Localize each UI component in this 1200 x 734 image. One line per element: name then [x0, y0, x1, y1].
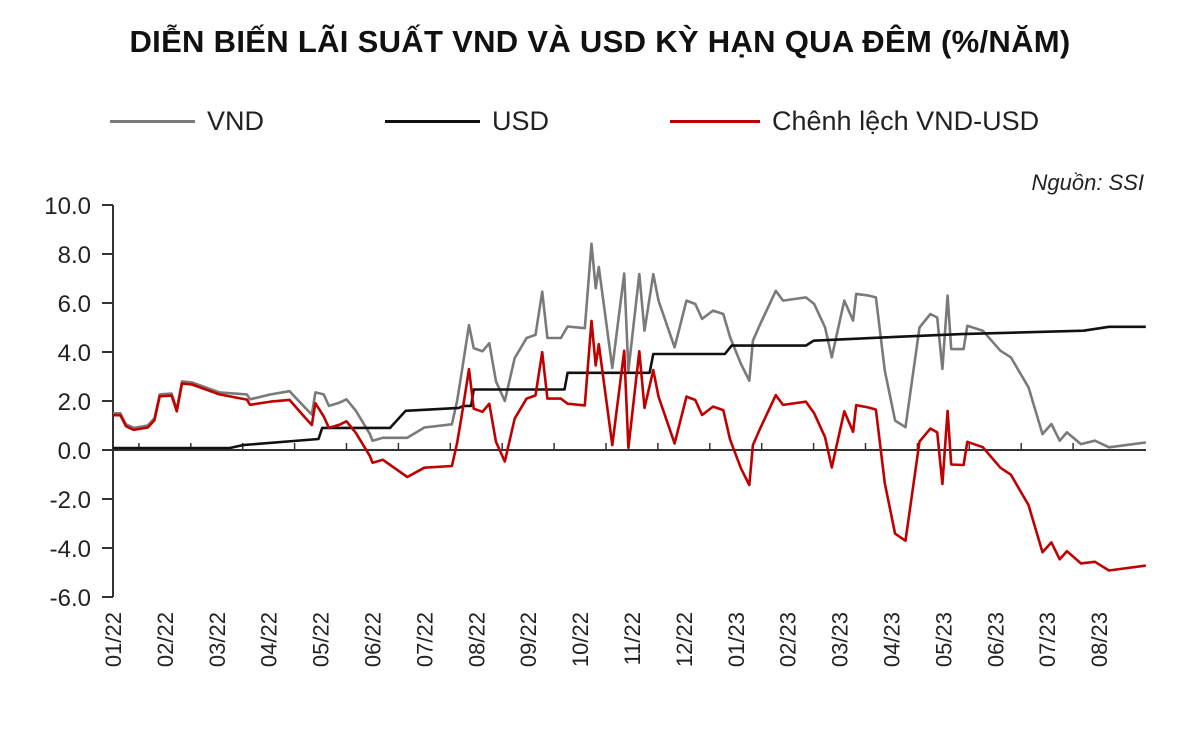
x-tick-label: 04/23: [880, 612, 905, 667]
legend-item-usd: USD: [385, 106, 549, 137]
legend-swatch-vnd: [110, 120, 195, 123]
series-line-vnd: [113, 242, 1146, 449]
legend-label-usd: USD: [492, 106, 550, 136]
source-note: Nguồn: SSI: [1031, 170, 1144, 195]
x-tick-label: 01/22: [101, 612, 126, 667]
legend-item-vnd: VND: [110, 106, 264, 137]
x-tick-label: 02/23: [776, 612, 801, 667]
y-tick-label: -4.0: [50, 536, 91, 563]
x-tick-label: 10/22: [568, 612, 593, 667]
x-tick-label: 07/23: [1035, 612, 1060, 667]
series-line-diff: [113, 319, 1146, 572]
legend-swatch-usd: [385, 120, 480, 123]
y-tick-label: 10.0: [44, 193, 91, 220]
x-tick-label: 08/22: [464, 612, 489, 667]
x-tick-label: 11/22: [620, 612, 645, 665]
x-tick-label: 05/23: [931, 612, 956, 667]
legend-item-diff: Chênh lệch VND-USD: [670, 106, 1039, 137]
y-tick-label: 2.0: [58, 389, 91, 416]
legend-swatch-diff: [670, 120, 760, 123]
x-tick-label: 06/22: [361, 612, 386, 667]
x-tick-label: 03/22: [205, 612, 230, 667]
y-tick-label: -2.0: [50, 487, 91, 514]
y-tick-label: 6.0: [58, 291, 91, 318]
x-tick-label: 06/23: [983, 612, 1008, 667]
chart-title: DIỄN BIẾN LÃI SUẤT VND VÀ USD KỲ HẠN QUA…: [129, 24, 1071, 59]
x-tick-label: 03/23: [828, 612, 853, 667]
x-tick-label: 09/22: [516, 612, 541, 667]
x-tick-label: 05/22: [309, 612, 334, 667]
y-tick-label: 8.0: [58, 242, 91, 269]
y-tick-label: 0.0: [58, 438, 91, 465]
x-tick-label: 12/22: [672, 612, 697, 667]
legend-label-vnd: VND: [207, 106, 265, 136]
x-tick-label: 01/23: [724, 612, 749, 667]
y-tick-label: 4.0: [58, 340, 91, 367]
legend-label-diff: Chênh lệch VND-USD: [772, 106, 1040, 136]
series-line-usd: [113, 325, 1146, 450]
x-tick-label: 04/22: [257, 612, 282, 667]
y-tick-label: -6.0: [50, 585, 91, 612]
x-tick-label: 08/23: [1087, 612, 1112, 667]
x-tick-label: 07/22: [412, 612, 437, 667]
x-tick-label: 02/22: [153, 612, 178, 667]
